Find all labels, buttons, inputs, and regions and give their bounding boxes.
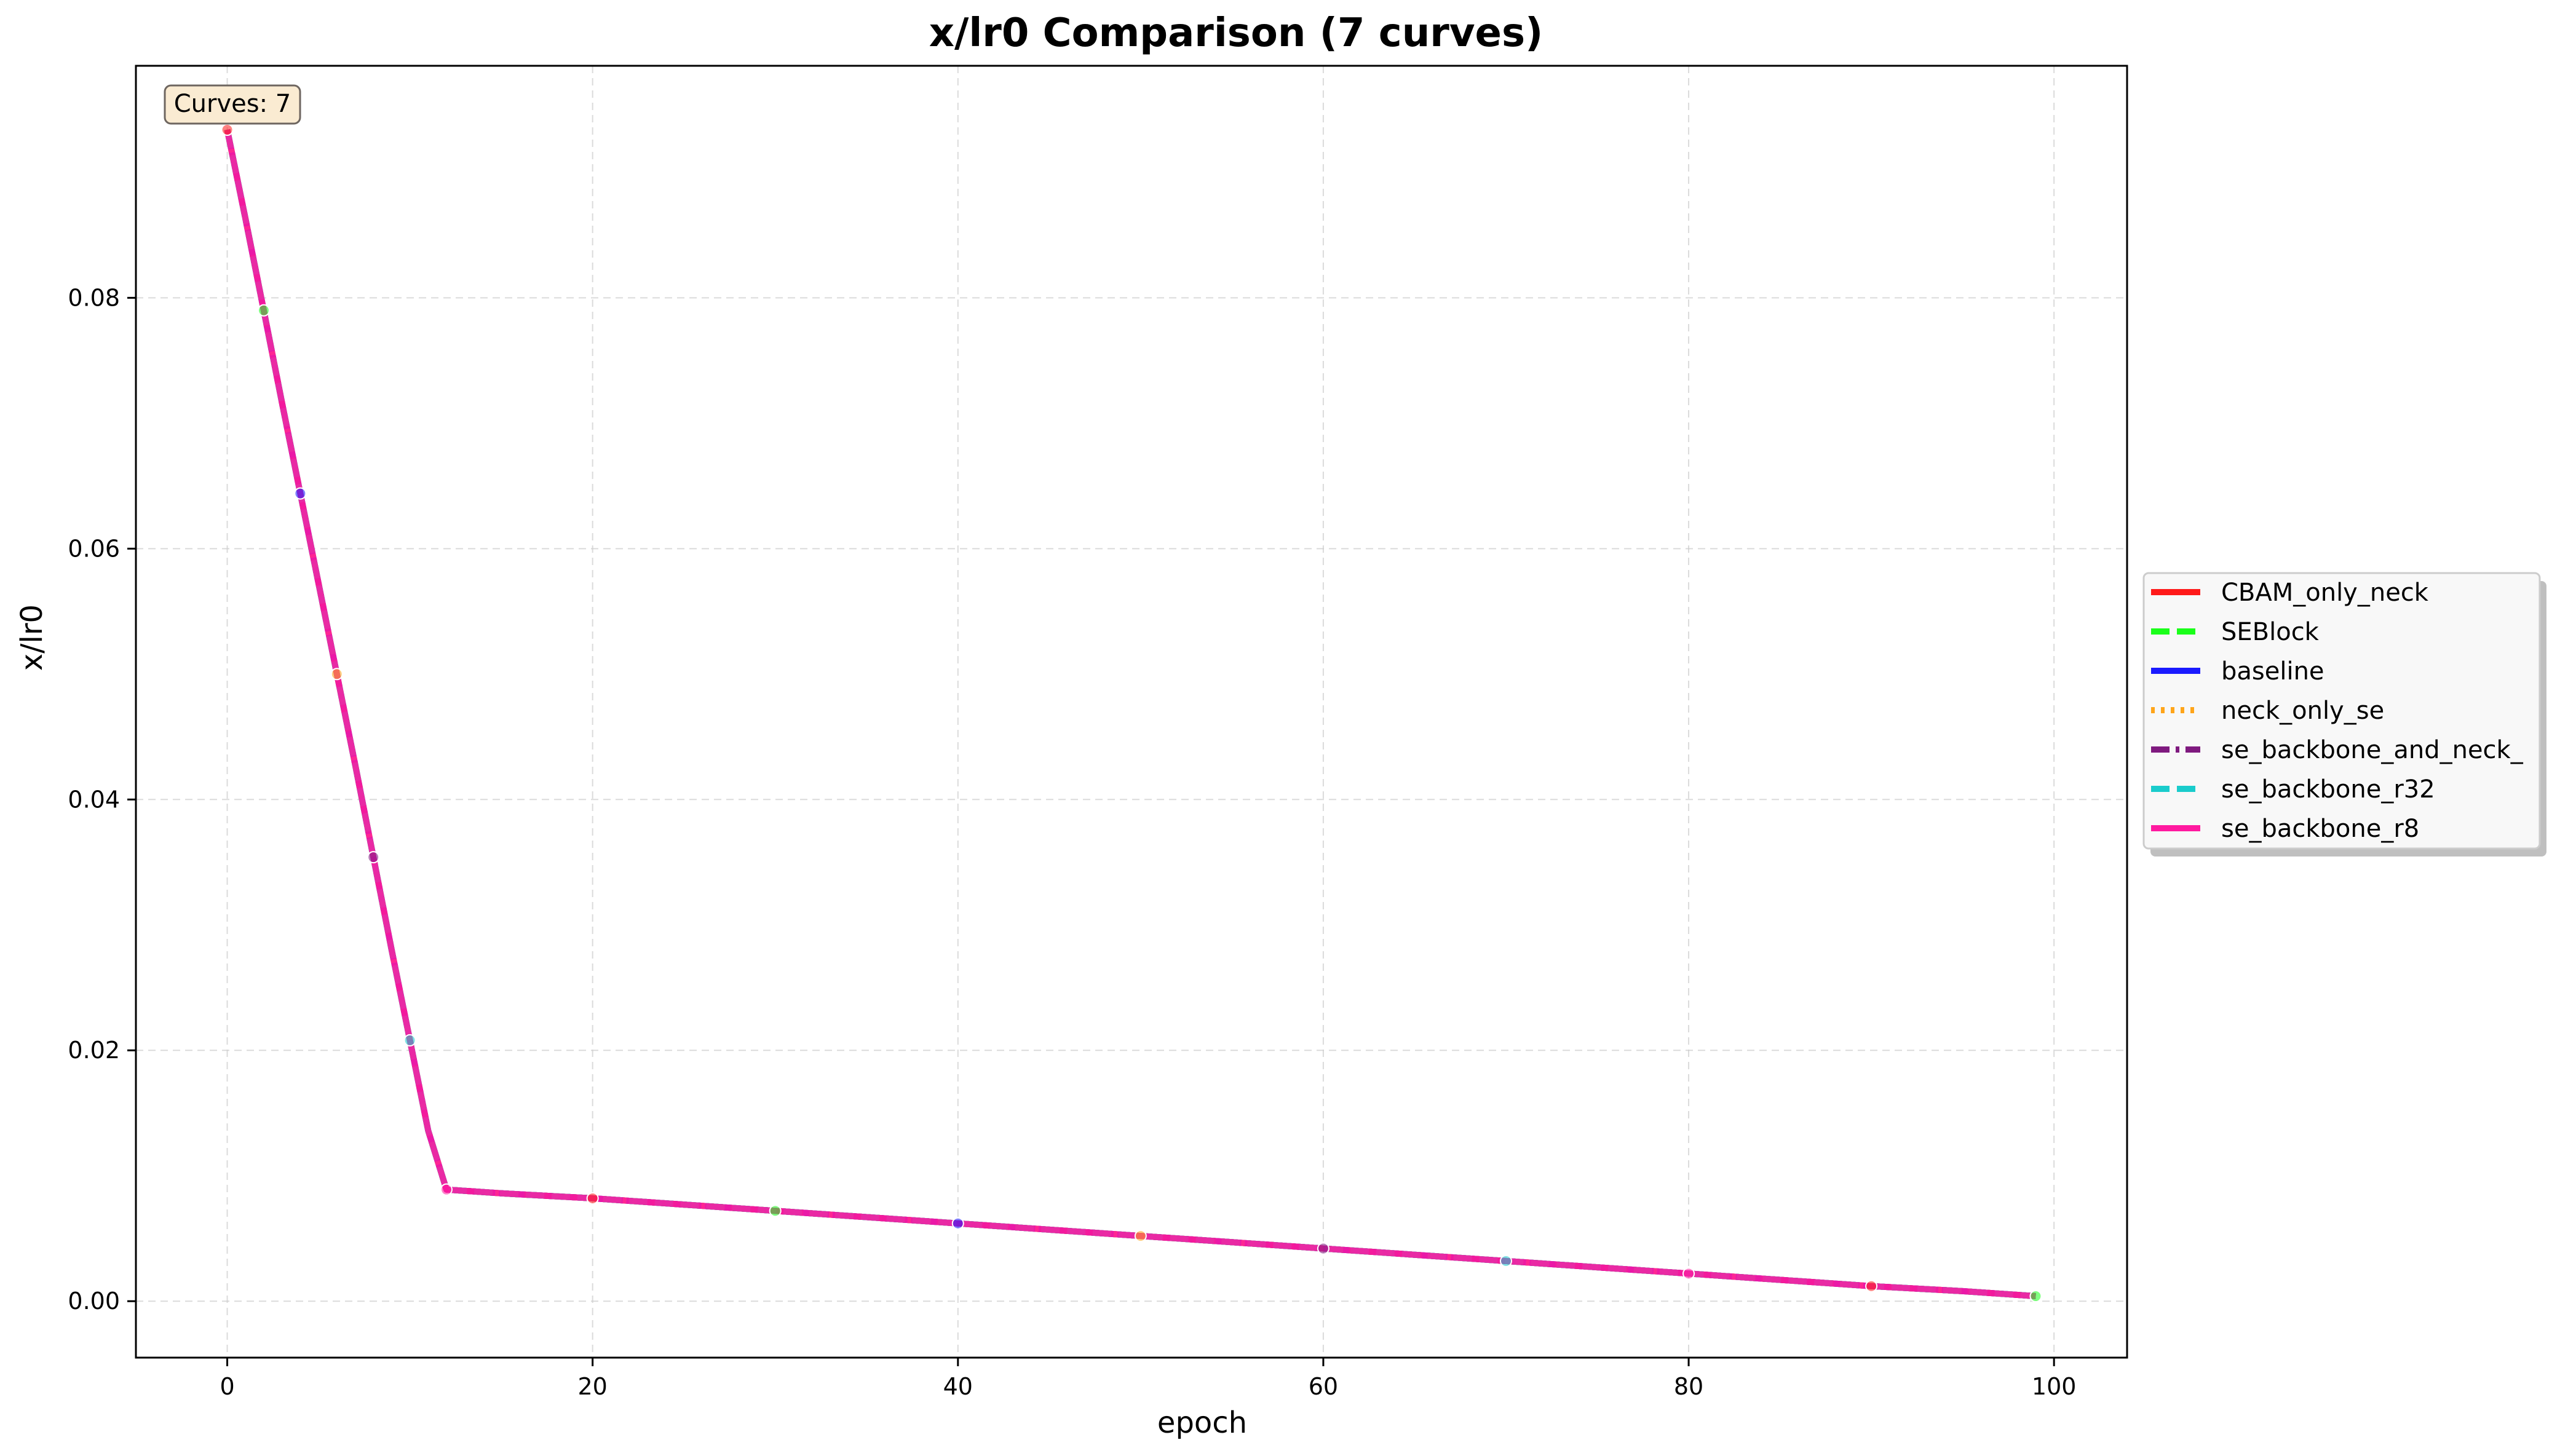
legend-label: baseline (2221, 657, 2324, 686)
x-tick-label: 80 (1674, 1373, 1703, 1400)
y-tick-label: 0.02 (68, 1037, 120, 1064)
data-point (2029, 1290, 2042, 1303)
legend-label: SEBlock (2221, 618, 2320, 646)
x-tick-label: 0 (220, 1373, 234, 1400)
x-tick-label: 100 (2032, 1373, 2077, 1400)
x-tick-label: 60 (1309, 1373, 1338, 1400)
data-point (257, 304, 270, 317)
data-point (769, 1205, 782, 1217)
series-line-se_backbone_r8 (224, 129, 2036, 1299)
legend: CBAM_only_neck SEBlock baseline neck_only_s… (2142, 572, 2546, 857)
y-axis-label: x/lr0 (15, 604, 49, 671)
data-point (1682, 1267, 1695, 1280)
x-tick-label: 20 (577, 1373, 607, 1400)
data-point (1317, 1242, 1330, 1255)
y-tick-label: 0.06 (68, 535, 120, 562)
legend-label: CBAM_only_neck (2221, 579, 2429, 607)
curves-count-text: Curves: 7 (174, 90, 291, 118)
series-lines (224, 129, 2036, 1299)
y-tick-label: 0.00 (68, 1288, 120, 1315)
axes: 0 20 40 60 80 100 0.00 0.02 0.04 0.06 0.08 (68, 284, 2076, 1400)
x-tick-label: 40 (943, 1373, 973, 1400)
data-point (1865, 1280, 1878, 1292)
gridlines (136, 66, 2127, 1358)
data-point (440, 1183, 453, 1196)
data-point (294, 487, 307, 500)
data-point (1134, 1230, 1147, 1243)
series-markers (221, 124, 2042, 1303)
data-point (951, 1217, 964, 1230)
legend-label: se_backbone_r8 (2221, 815, 2419, 843)
legend-label: neck_only_se (2221, 697, 2384, 725)
x-axis-label: epoch (1157, 1406, 1247, 1440)
data-point (330, 668, 343, 681)
data-point (221, 124, 234, 136)
plot-frame (135, 65, 2128, 1359)
data-point (367, 851, 380, 864)
legend-label: se_backbone_r32 (2221, 775, 2435, 804)
y-tick-label: 0.04 (68, 786, 120, 813)
legend-label: se_backbone_and_neck_ (2221, 736, 2524, 764)
y-tick-label: 0.08 (68, 284, 120, 311)
data-point (1499, 1254, 1512, 1267)
data-point (586, 1192, 599, 1205)
data-point (403, 1034, 416, 1046)
chart-title: x/lr0 Comparison (7 curves) (929, 10, 1544, 56)
curves-count-box: Curves: 7 (164, 84, 301, 125)
